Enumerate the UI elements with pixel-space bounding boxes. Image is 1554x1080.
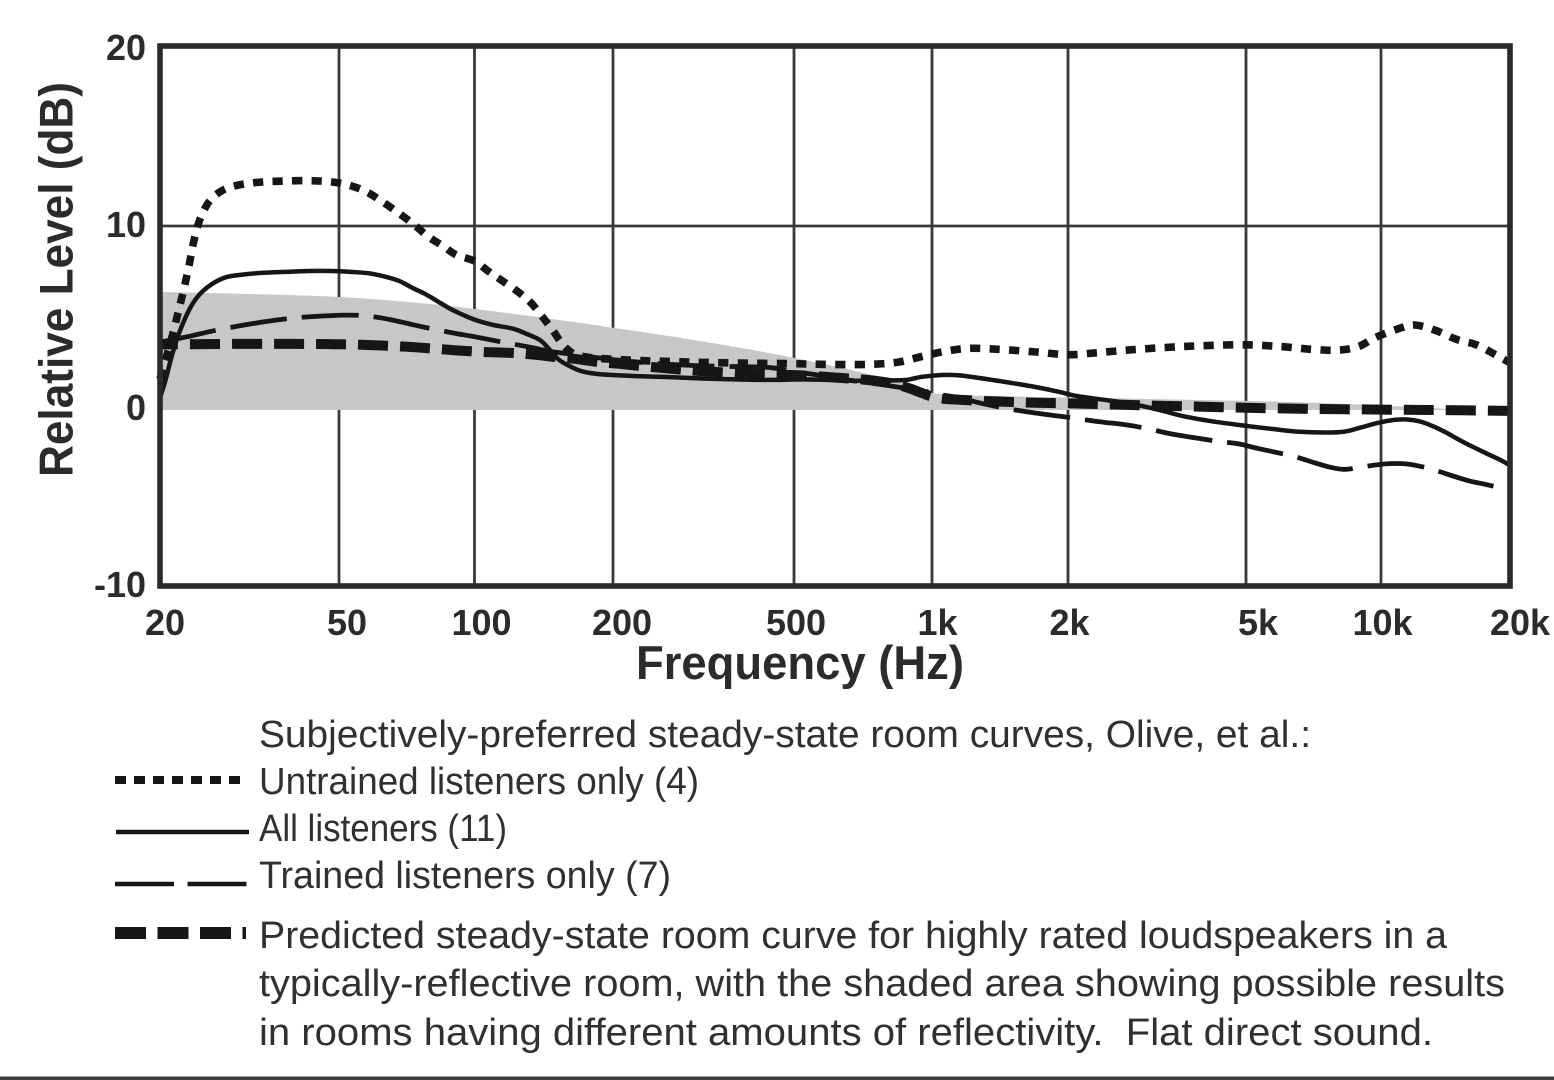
svg-text:200: 200 xyxy=(592,602,652,643)
svg-text:Predicted steady-state room cu: Predicted steady-state room curve for hi… xyxy=(259,915,1448,957)
svg-text:Subjectively-preferred steady-: Subjectively-preferred steady-state room… xyxy=(259,714,1311,756)
svg-text:100: 100 xyxy=(451,602,511,643)
svg-text:10: 10 xyxy=(106,204,146,245)
svg-text:1k: 1k xyxy=(917,602,958,643)
svg-text:in rooms having different amou: in rooms having different amounts of ref… xyxy=(259,1012,1433,1054)
svg-text:10k: 10k xyxy=(1352,602,1413,643)
svg-text:20: 20 xyxy=(145,602,185,643)
svg-text:Trained listeners only (7): Trained listeners only (7) xyxy=(259,855,671,897)
svg-text:50: 50 xyxy=(327,602,367,643)
svg-text:20k: 20k xyxy=(1490,602,1551,643)
svg-text:5k: 5k xyxy=(1238,602,1279,643)
svg-text:Frequency (Hz): Frequency (Hz) xyxy=(636,636,964,689)
svg-text:-10: -10 xyxy=(94,564,146,605)
svg-text:Relative Level (dB): Relative Level (dB) xyxy=(30,82,83,477)
svg-text:500: 500 xyxy=(766,602,826,643)
svg-text:All listeners (11): All listeners (11) xyxy=(259,808,507,850)
svg-text:typically-reflective room, wit: typically-reflective room, with the shad… xyxy=(259,963,1505,1005)
svg-text:20: 20 xyxy=(106,27,146,68)
svg-text:0: 0 xyxy=(126,387,146,428)
svg-text:Untrained listeners only (4): Untrained listeners only (4) xyxy=(259,761,699,803)
svg-text:2k: 2k xyxy=(1049,602,1090,643)
